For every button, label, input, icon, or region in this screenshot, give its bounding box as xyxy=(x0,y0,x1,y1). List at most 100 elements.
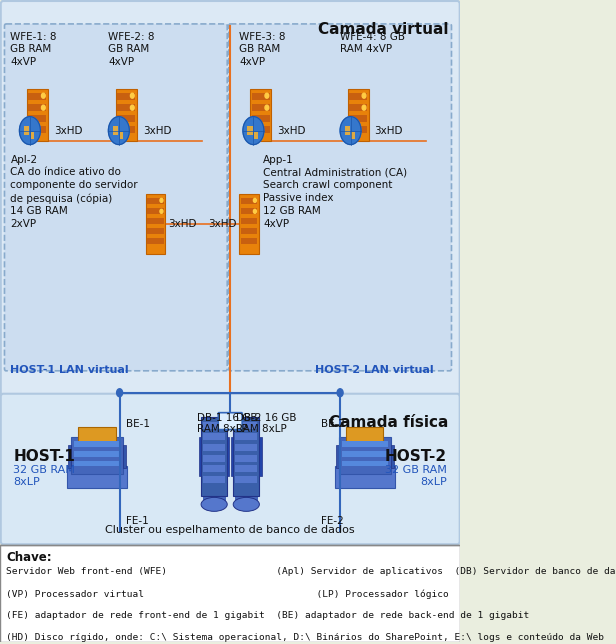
Bar xyxy=(351,131,355,138)
Text: WFE-4: 8 GB
RAM 4xVP: WFE-4: 8 GB RAM 4xVP xyxy=(340,32,405,54)
Bar xyxy=(235,477,257,484)
Bar xyxy=(227,437,230,477)
Circle shape xyxy=(108,117,129,144)
Bar xyxy=(31,131,34,138)
Bar xyxy=(146,194,165,254)
Text: Apl-2
CA do índice ativo do
componente do servidor
de pesquisa (cópia)
14 GB RAM: Apl-2 CA do índice ativo do componente d… xyxy=(10,155,138,229)
Bar xyxy=(239,194,259,254)
Bar xyxy=(344,126,350,135)
Bar xyxy=(346,426,383,444)
Text: DB-1 16 GB
RAM 8xLP: DB-1 16 GB RAM 8xLP xyxy=(197,413,258,434)
Text: FE-1: FE-1 xyxy=(126,516,148,526)
Bar xyxy=(78,426,116,444)
Bar xyxy=(67,466,127,488)
Bar xyxy=(248,126,253,135)
Bar xyxy=(203,477,225,484)
Circle shape xyxy=(131,93,134,98)
Bar xyxy=(235,497,258,507)
Text: 3xHD: 3xHD xyxy=(208,219,236,229)
Bar xyxy=(199,437,201,477)
Bar xyxy=(74,451,120,457)
Text: (HD) Disco rígido, onde: C:\ Sistema operacional, D:\ Binários do SharePoint, E:: (HD) Disco rígido, onde: C:\ Sistema ope… xyxy=(6,633,604,642)
Bar xyxy=(252,93,270,100)
Text: WFE-1: 8
GB RAM
4xVP: WFE-1: 8 GB RAM 4xVP xyxy=(10,32,57,67)
FancyBboxPatch shape xyxy=(1,393,460,544)
Circle shape xyxy=(243,117,264,144)
Circle shape xyxy=(340,117,361,144)
Bar xyxy=(147,208,164,214)
Bar xyxy=(235,444,257,451)
Text: 3xHD: 3xHD xyxy=(54,126,83,136)
FancyBboxPatch shape xyxy=(1,1,460,395)
Text: WFE-3: 8
GB RAM
4xVP: WFE-3: 8 GB RAM 4xVP xyxy=(239,32,286,67)
Bar xyxy=(113,126,118,135)
Bar xyxy=(252,104,270,111)
Bar xyxy=(123,444,126,468)
Bar xyxy=(27,89,48,140)
Bar xyxy=(203,444,225,451)
Bar xyxy=(74,460,120,466)
Circle shape xyxy=(253,209,256,213)
Text: Cluster ou espelhamento de banco de dados: Cluster ou espelhamento de banco de dado… xyxy=(105,526,355,535)
Bar xyxy=(342,451,388,457)
Circle shape xyxy=(20,117,41,144)
Bar xyxy=(120,131,123,138)
Bar xyxy=(349,126,367,133)
Text: (FE) adaptador de rede front-end de 1 gigabit  (BE) adaptador de rede back-end d: (FE) adaptador de rede front-end de 1 gi… xyxy=(6,611,529,620)
Circle shape xyxy=(160,198,163,202)
Circle shape xyxy=(131,105,134,110)
Bar xyxy=(391,444,394,468)
Bar xyxy=(203,497,225,507)
Text: DB-2 16 GB
RAM 8xLP: DB-2 16 GB RAM 8xLP xyxy=(236,413,297,434)
Bar xyxy=(342,440,388,446)
Bar xyxy=(147,238,164,244)
Bar xyxy=(254,131,258,138)
Bar xyxy=(0,545,460,642)
Text: Camada física: Camada física xyxy=(329,415,448,430)
Bar xyxy=(235,433,257,440)
Bar xyxy=(235,422,257,429)
Text: 32 GB RAM
8xLP: 32 GB RAM 8xLP xyxy=(385,464,447,487)
Bar xyxy=(118,126,136,133)
Bar xyxy=(252,126,270,133)
Bar xyxy=(336,444,339,468)
Bar xyxy=(24,126,29,135)
Bar xyxy=(118,104,136,111)
Bar xyxy=(201,417,227,497)
Bar xyxy=(203,466,225,473)
Bar xyxy=(28,93,46,100)
Bar xyxy=(241,198,257,204)
Bar xyxy=(339,437,391,475)
Bar xyxy=(241,208,257,214)
Bar xyxy=(28,104,46,111)
Text: 3xHD: 3xHD xyxy=(143,126,171,136)
Ellipse shape xyxy=(201,497,227,511)
Bar xyxy=(147,218,164,224)
Bar xyxy=(118,93,136,100)
Bar xyxy=(71,437,123,475)
Bar xyxy=(342,460,388,466)
Bar xyxy=(68,444,71,468)
Circle shape xyxy=(337,389,343,397)
Bar xyxy=(252,115,270,122)
Bar xyxy=(241,238,257,244)
Text: 3xHD: 3xHD xyxy=(277,126,306,136)
Bar xyxy=(235,455,257,462)
Bar xyxy=(335,466,395,488)
Text: Servidor Web front-end (WFE)                   (Apl) Servidor de aplicativos  (D: Servidor Web front-end (WFE) (Apl) Servi… xyxy=(6,567,616,576)
Bar xyxy=(349,93,367,100)
Circle shape xyxy=(116,389,123,397)
Bar xyxy=(251,89,271,140)
Bar xyxy=(231,437,233,477)
Bar xyxy=(347,89,368,140)
Bar xyxy=(28,115,46,122)
Bar xyxy=(349,104,367,111)
Text: FE-2: FE-2 xyxy=(322,516,344,526)
Text: App-1
Central Administration (CA)
Search crawl component
Passive index
12 GB RAM: App-1 Central Administration (CA) Search… xyxy=(263,155,407,229)
Circle shape xyxy=(41,93,45,98)
Circle shape xyxy=(265,105,269,110)
Circle shape xyxy=(253,198,256,202)
Text: Chave:: Chave: xyxy=(6,551,52,564)
Bar xyxy=(349,115,367,122)
Circle shape xyxy=(362,105,366,110)
